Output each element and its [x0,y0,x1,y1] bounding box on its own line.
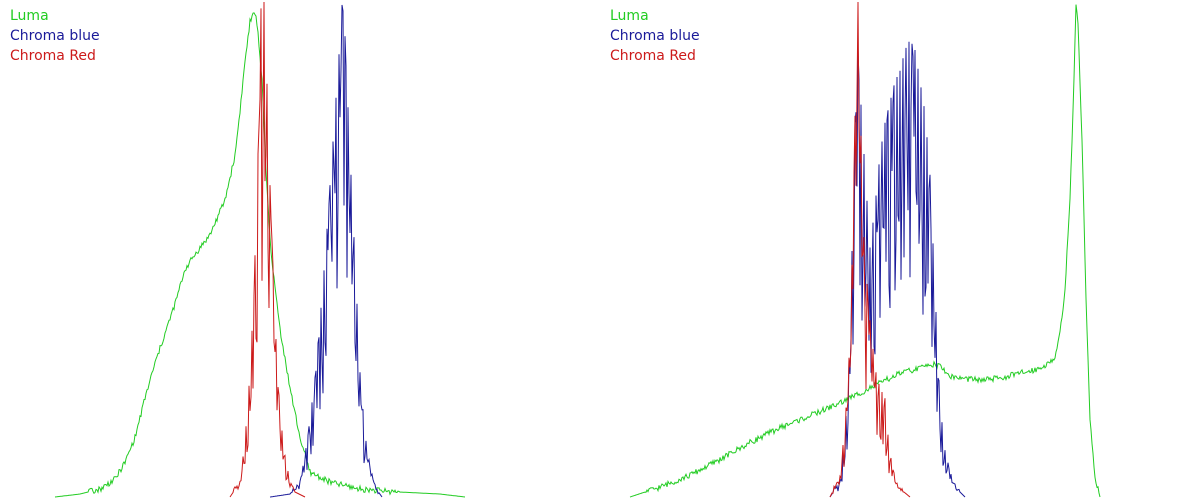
legend-entry-luma: Luma [10,8,49,24]
legend-entry-chroma-blue: Chroma blue [610,28,700,44]
legend-entry-luma: Luma [610,8,649,24]
series-line-chroma-red [829,1,911,498]
series-line-chroma-blue [829,41,966,498]
series-line-chroma-red [229,1,306,498]
series-line-chroma-blue [269,4,383,498]
histogram-panel-right: Luma Chroma blue Chroma Red [600,0,1200,500]
legend-entry-chroma-red: Chroma Red [10,48,96,64]
legend-entry-chroma-red: Chroma Red [610,48,696,64]
legend-entry-chroma-blue: Chroma blue [10,28,100,44]
histogram-plot-left [54,1,466,498]
histogram-panel-left: Luma Chroma blue Chroma Red [10,1,466,498]
histogram-plot-right [629,1,1101,498]
legend-right: Luma Chroma blue Chroma Red [610,6,700,66]
legend-left: Luma Chroma blue Chroma Red [10,6,100,66]
series-line-luma [629,4,1101,498]
